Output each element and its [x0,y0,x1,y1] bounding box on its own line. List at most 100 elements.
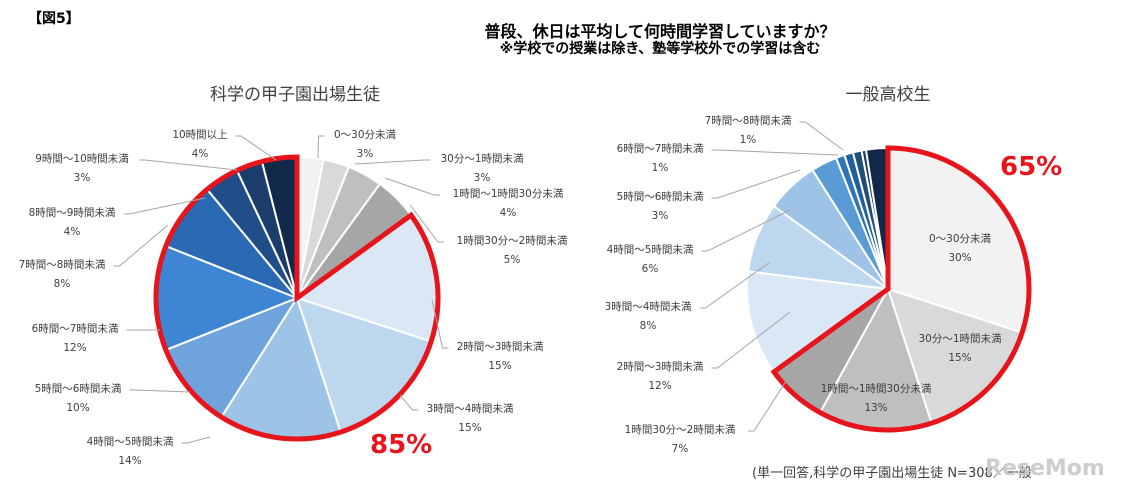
slice-label-name: 7時間～8時間未満 [704,115,792,127]
slice-label-value: 15% [458,422,482,434]
pie0-leader-line-6 [181,436,211,444]
watermark-logo: ReseMom [985,456,1105,481]
pie0-leader-line-12 [235,135,277,161]
slice-label-value: 15% [488,360,512,372]
pie0-leader-line-4 [431,299,449,349]
pie1-leader-line-4 [711,311,791,369]
pie1-leader-line-3 [748,374,791,432]
slice-label-name: 1時間～1時間30分未満 [820,383,932,395]
left-highlight-label: 85% [370,430,433,460]
slice-label-name: 30分～1時間未満 [440,153,524,165]
slice-label-value: 10% [66,402,90,414]
slice-label-name: 5時間～6時間未満 [34,383,122,395]
pie1-label-2: 1時間～1時間30分未満 13% [821,380,932,418]
pie1-label-9: 7時間～8時間未満 1% [705,112,792,150]
slice-label-value: 8% [53,278,71,290]
slice-label-name: 6時間～7時間未満 [31,323,119,335]
slice-label-value: 15% [948,352,972,364]
right-highlight-label: 65% [1000,152,1063,182]
pie1-leader-line-5 [699,261,771,309]
slice-label-value: 4% [63,226,81,238]
slice-label-value: 14% [118,455,142,467]
pie0-leader-line-1 [354,159,431,165]
slice-label-name: 3時間～4時間未満 [604,301,692,313]
slice-label-value: 7% [671,443,689,455]
slice-label-name: 5時間～6時間未満 [616,191,704,203]
slice-label-value: 1% [651,162,669,174]
pie0-label-11: 9時間～10時間未満 3% [35,150,129,188]
slice-label-value: 12% [63,342,87,354]
slice-label-name: 2時間～3時間未満 [456,341,544,353]
pie0-leader-line-5 [399,394,419,411]
slice-label-name: 8時間～9時間未満 [28,207,116,219]
pie1-label-5: 3時間～4時間未満 8% [605,298,692,336]
pie1-label-1: 30分～1時間未満 15% [918,330,1001,368]
pie0-label-5: 3時間～4時間未満 15% [427,400,514,438]
pie0-label-3: 1時間30分～2時間未満 5% [457,232,568,270]
pie1-leader-line-6 [701,209,791,252]
pie0-leader-line-0 [317,135,325,159]
slice-label-value: 12% [648,380,672,392]
pie0-leader-line-7 [129,389,191,393]
slice-label-name: 10時間以上 [172,129,228,141]
slice-label-value: 3% [473,172,491,184]
pie1-slice-4 [746,270,891,374]
slice-label-name: 3時間～4時間未満 [426,403,514,415]
pie1-label-6: 4時間～5時間未満 6% [607,241,694,279]
pie0-leader-line-9 [113,224,169,267]
slice-label-value: 4% [191,148,209,160]
footnote: (単一回答,科学の甲子園出場生徒 N=308／一般 [752,466,1032,481]
pie0-leader-line-10 [123,197,206,215]
pie0-label-6: 4時間～5時間未満 14% [87,433,174,471]
slice-label-value: 8% [639,320,657,332]
chart-subtitle: ※学校での授業は除き、塾等学校外での学習は含む [499,41,821,57]
slice-label-name: 9時間～10時間未満 [35,153,129,165]
pie1-leader-line-8 [711,149,839,156]
slice-label-name: 4時間～5時間未満 [606,244,694,256]
slice-label-name: 6時間～7時間未満 [616,143,704,155]
slice-label-value: 5% [503,254,521,266]
slice-label-value: 6% [641,263,659,275]
pie1-label-8: 6時間～7時間未満 1% [617,140,704,178]
slice-label-name: 1時間30分～2時間未満 [456,235,568,247]
slice-label-name: 4時間～5時間未満 [86,436,174,448]
slice-label-value: 4% [499,207,517,219]
slice-label-name: 2時間～3時間未満 [616,361,704,373]
pie0-leader-line-11 [139,159,238,171]
slice-label-value: 13% [864,402,888,414]
pie1-highlight-outline [770,145,1032,433]
pie0-label-1: 30分～1時間未満 3% [440,150,523,188]
pie0-label-12: 10時間以上 4% [172,126,227,164]
figure-label: 【図5】 [28,11,80,27]
slice-label-value: 1% [739,134,757,146]
pie1-leader-line-9 [799,121,844,151]
pie0-label-7: 5時間～6時間未満 10% [35,380,122,418]
pie0-label-0: 0～30分未満 3% [334,126,396,164]
slice-label-value: 3% [651,210,669,222]
slice-label-name: 7時間～8時間未満 [18,259,106,271]
left-pie-title: 科学の甲子園出場生徒 [210,85,380,105]
chart-title: 普段、休日は平均して何時間学習していますか？ [484,22,836,41]
slice-label-value: 3% [356,148,374,160]
pie0-label-8: 6時間～7時間未満 12% [32,320,119,358]
pie0-label-4: 2時間～3時間未満 15% [457,338,544,376]
right-pie-title: 一般高校生 [845,85,931,105]
slice-label-name: 0～30分未満 [333,129,397,141]
pie1-leader-line-7 [711,169,801,199]
slice-label-value: 3% [73,172,91,184]
slice-label-value: 30% [948,252,972,264]
pie1-label-0: 0～30分未満 30% [929,230,991,268]
pie0-label-2: 1時間～1時間30分未満 4% [453,185,564,223]
slice-label-name: 0～30分未満 [928,233,992,245]
slice-label-name: 1時間30分～2時間未満 [624,424,736,436]
pie0-label-10: 8時間～9時間未満 4% [29,204,116,242]
slice-label-name: 30分～1時間未満 [918,333,1002,345]
pie1-label-4: 2時間～3時間未満 12% [617,358,704,396]
pie1-label-3: 1時間30分～2時間未満 7% [625,421,736,459]
pie1-label-7: 5時間～6時間未満 3% [617,188,704,226]
slice-label-name: 1時間～1時間30分未満 [452,188,564,200]
pie0-leader-line-3 [409,204,444,243]
pie0-leader-line-2 [384,177,440,196]
